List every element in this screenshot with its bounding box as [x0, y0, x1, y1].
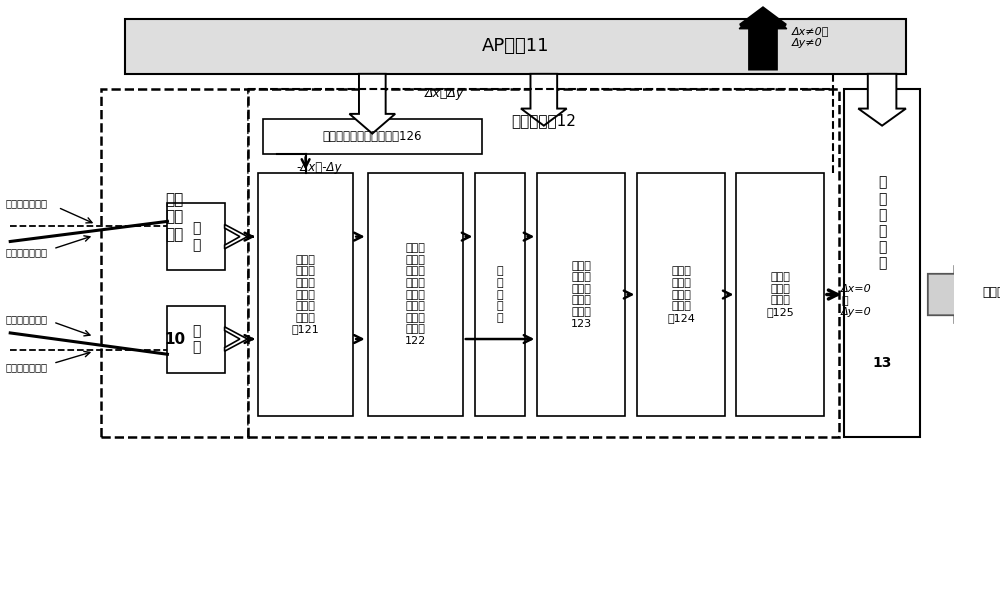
Text: 深度图: 深度图 — [982, 286, 1000, 299]
Text: Δx≠0或
Δy≠0: Δx≠0或 Δy≠0 — [792, 26, 829, 48]
Text: 调整参考散班图像子模块126: 调整参考散班图像子模块126 — [323, 130, 422, 143]
Text: 投射
接收
模块: 投射 接收 模块 — [165, 192, 184, 242]
FancyBboxPatch shape — [736, 172, 824, 417]
FancyBboxPatch shape — [637, 172, 725, 417]
Polygon shape — [740, 8, 786, 69]
FancyBboxPatch shape — [167, 306, 225, 373]
Text: 相
似
度
准
则: 相 似 度 准 则 — [497, 266, 503, 323]
Text: 13: 13 — [872, 356, 892, 370]
Text: 接收变化前光轴: 接收变化前光轴 — [5, 362, 47, 372]
Polygon shape — [521, 74, 567, 126]
Text: AP模妆11: AP模妆11 — [481, 37, 549, 56]
FancyBboxPatch shape — [101, 89, 248, 437]
FancyBboxPatch shape — [258, 172, 353, 417]
Polygon shape — [349, 74, 395, 134]
FancyBboxPatch shape — [125, 19, 906, 74]
Text: 参考散
班图像
和输入
散班图
像预处
理子模
块121: 参考散 班图像 和输入 散班图 像预处 理子模 块121 — [292, 255, 319, 334]
Text: 接
收: 接 收 — [192, 324, 200, 354]
Text: Δx=0
或
Δy=0: Δx=0 或 Δy=0 — [841, 284, 872, 317]
Text: 深
度
计
算
模
块: 深 度 计 算 模 块 — [878, 176, 886, 271]
Text: 接收变化后光轴: 接收变化后光轴 — [5, 314, 47, 324]
FancyBboxPatch shape — [248, 89, 839, 437]
Text: 检测偏
移量变
化子模
块125: 检测偏 移量变 化子模 块125 — [766, 272, 794, 317]
Text: Δx或Δy: Δx或Δy — [425, 87, 464, 100]
FancyBboxPatch shape — [844, 89, 920, 437]
Polygon shape — [225, 224, 247, 249]
FancyBboxPatch shape — [263, 119, 482, 155]
Text: -Δx或-Δy: -Δx或-Δy — [296, 161, 342, 174]
Polygon shape — [225, 327, 247, 351]
Text: 投射变化后光轴: 投射变化后光轴 — [5, 247, 47, 257]
Text: 计算匹
配块与
特征块
相似度
子模块
123: 计算匹 配块与 特征块 相似度 子模块 123 — [570, 260, 592, 329]
Polygon shape — [739, 8, 787, 69]
Polygon shape — [928, 265, 974, 324]
Text: 参考散
班图特
征块和
输入散
班图匹
配搜索
窗生成
子模块
122: 参考散 班图特 征块和 输入散 班图匹 配搜索 窗生成 子模块 122 — [405, 243, 426, 346]
FancyBboxPatch shape — [167, 203, 225, 270]
Text: 计算相
似度最
大匹配
块子模
块124: 计算相 似度最 大匹配 块子模 块124 — [667, 266, 695, 323]
Text: 10: 10 — [164, 332, 185, 346]
FancyBboxPatch shape — [368, 172, 463, 417]
Text: 自校正模块12: 自校正模块12 — [511, 114, 576, 128]
Text: 投
射: 投 射 — [192, 222, 200, 252]
Polygon shape — [858, 74, 906, 126]
FancyBboxPatch shape — [475, 172, 525, 417]
Text: 投射变化前光轴: 投射变化前光轴 — [5, 198, 47, 208]
FancyBboxPatch shape — [537, 172, 625, 417]
